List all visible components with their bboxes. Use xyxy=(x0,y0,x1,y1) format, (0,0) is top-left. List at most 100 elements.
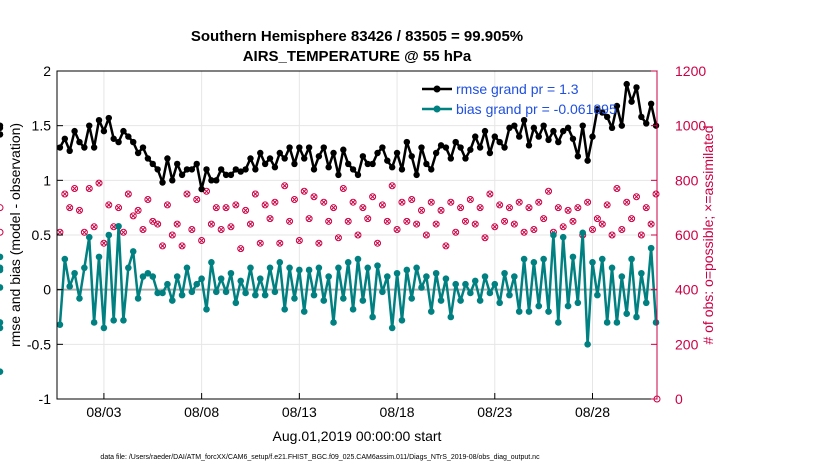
rmse-point xyxy=(252,166,259,173)
rmse-point xyxy=(428,166,435,173)
rmse-point xyxy=(457,144,464,151)
y-axis-label: rmse and bias (model - observation) xyxy=(7,123,23,347)
y-tick-label: -0.5 xyxy=(27,336,51,352)
obs-assimilated-point xyxy=(194,196,200,203)
bias-point xyxy=(388,324,396,332)
bias-point xyxy=(85,233,93,241)
obs-possible-point xyxy=(256,239,264,247)
rmse-point xyxy=(506,124,513,132)
obs-possible-point xyxy=(593,215,601,223)
obs-assimilated-point xyxy=(130,213,136,219)
obs-assimilated-point xyxy=(340,185,346,192)
obs-possible-point xyxy=(569,217,577,225)
obs-possible-point xyxy=(520,228,528,236)
bias-point xyxy=(125,264,132,272)
obs-assimilated-point xyxy=(643,205,649,211)
obs-assimilated-point xyxy=(311,194,317,200)
obs-assimilated-point xyxy=(203,188,210,194)
obs-possible-point xyxy=(510,220,518,228)
obs-possible-point xyxy=(71,185,79,193)
bias-point xyxy=(340,295,347,302)
obs-assimilated-point xyxy=(487,191,493,197)
rmse-point xyxy=(188,166,196,173)
obs-possible-point xyxy=(90,223,98,231)
rmse-point xyxy=(364,160,371,168)
rmse-point xyxy=(208,177,215,184)
obs-possible-point xyxy=(505,204,513,212)
obs-assimilated-point xyxy=(208,221,214,227)
obs-possible-point xyxy=(242,206,250,214)
x-tick-label: 08/03 xyxy=(86,404,121,420)
obs-possible-point xyxy=(310,193,318,201)
bias-point xyxy=(173,273,181,280)
bias-point xyxy=(325,273,332,280)
rmse-point xyxy=(340,146,347,153)
rmse-point xyxy=(472,133,479,140)
obs-possible-point xyxy=(457,204,465,212)
bias-point xyxy=(149,273,157,280)
bias-point xyxy=(476,297,484,304)
rmse-point xyxy=(496,138,503,146)
rmse-point xyxy=(618,122,626,129)
bias-point xyxy=(261,291,269,299)
rmse-point xyxy=(628,98,635,105)
obs-possible-point xyxy=(212,204,220,212)
bias-point xyxy=(555,319,562,326)
rmse-point xyxy=(432,149,440,157)
bias-point xyxy=(427,308,435,315)
obs-possible-point xyxy=(286,217,294,225)
obs-assimilated-point xyxy=(101,240,107,246)
obs-assimilated-point xyxy=(350,199,356,205)
bias-point xyxy=(501,269,508,277)
obs-possible-point xyxy=(369,193,377,201)
obs-assimilated-point xyxy=(472,221,478,227)
obs-assimilated-point xyxy=(326,218,332,224)
obs-assimilated-point xyxy=(575,205,581,211)
rmse-point xyxy=(447,155,455,162)
obs-possible-point xyxy=(359,204,367,212)
rmse-point xyxy=(349,166,357,173)
obs-assimilated-point xyxy=(458,205,464,211)
bias-point xyxy=(457,297,464,304)
obs-assimilated-point xyxy=(619,226,625,233)
bias-point xyxy=(623,310,631,318)
obs-possible-point xyxy=(300,187,308,195)
bias-point xyxy=(276,259,284,266)
bias-point xyxy=(652,319,660,326)
rmse-point xyxy=(90,144,98,151)
obs-possible-point xyxy=(413,220,421,228)
obs-possible-point xyxy=(603,201,611,209)
bias-point xyxy=(212,288,220,296)
obs-assimilated-point xyxy=(189,226,195,233)
bias-point xyxy=(564,302,572,310)
obs-assimilated-point xyxy=(389,183,395,189)
rmse-point xyxy=(0,122,4,129)
rmse-point xyxy=(130,138,137,146)
bias-point xyxy=(66,283,74,290)
obs-possible-point xyxy=(85,185,93,193)
bias-point xyxy=(281,306,288,313)
obs-assimilated-point xyxy=(306,216,312,222)
bias-point xyxy=(310,291,318,299)
obs-assimilated-point xyxy=(599,221,605,227)
obs-assimilated-point xyxy=(145,196,151,203)
obs-possible-point xyxy=(163,201,171,209)
rmse-point xyxy=(110,135,117,142)
obs-possible-point xyxy=(119,228,127,236)
obs-assimilated-point xyxy=(438,207,444,213)
obs-possible-point xyxy=(134,206,142,214)
bias-point xyxy=(247,264,254,272)
bias-point xyxy=(550,231,557,239)
obs-possible-point xyxy=(207,220,215,228)
rmse-point xyxy=(574,153,582,160)
obs-possible-point xyxy=(334,234,342,242)
bias-point xyxy=(638,269,645,277)
obs-assimilated-point xyxy=(316,240,322,246)
bias-point xyxy=(90,319,98,326)
bias-point xyxy=(330,319,337,326)
rmse-point xyxy=(623,80,630,88)
bias-point xyxy=(169,297,176,304)
bias-point xyxy=(471,277,479,285)
obs-possible-point xyxy=(159,242,167,250)
obs-possible-point xyxy=(398,198,406,206)
